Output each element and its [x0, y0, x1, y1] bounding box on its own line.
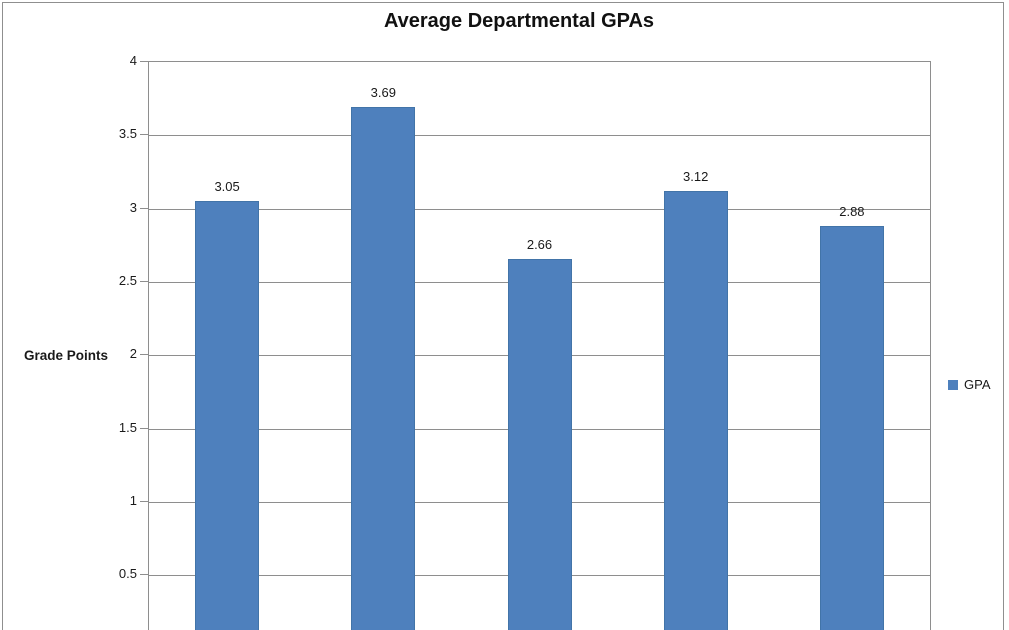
y-tick-mark [140, 354, 148, 356]
y-tick-mark [140, 134, 148, 136]
y-tick-mark [140, 501, 148, 502]
y-tick-label: 0.5 [118, 566, 137, 582]
legend-label: GPA [964, 377, 991, 392]
y-tick-label: 2.5 [118, 273, 137, 288]
bar-value-label: 3.12 [683, 169, 709, 185]
y-tick-label: 3.5 [118, 126, 137, 142]
bar-gpa-4 [819, 226, 884, 630]
y-tick-mark [140, 427, 148, 429]
y-tick-mark [140, 207, 148, 209]
y-tick-label: 4 [129, 53, 137, 68]
y-tick-mark [140, 281, 148, 282]
bar-value-label: 2.66 [526, 236, 553, 252]
bar-gpa-2 [507, 258, 572, 630]
bar-value-label: 3.69 [370, 85, 396, 101]
y-tick-mark [140, 574, 148, 576]
legend-swatch-icon [948, 379, 958, 390]
bar-value-label: 3.05 [214, 179, 240, 195]
y-tick-mark [140, 61, 148, 62]
y-tick-label: 1.5 [118, 419, 137, 435]
bar-gpa-3 [663, 191, 728, 630]
y-axis-title: Grade Points [24, 348, 109, 363]
bar-value-label: 2.88 [839, 204, 865, 220]
bar-gpa-1 [351, 107, 416, 630]
gridline [149, 208, 930, 210]
plot-area: 3.05 3.69 2.66 3.12 2.88 [148, 61, 931, 630]
y-tick-label: 3 [129, 199, 137, 215]
legend: GPA [948, 377, 991, 392]
chart-title: Average Departmental GPAs [383, 10, 655, 32]
y-tick-label: 1 [129, 493, 137, 508]
gridline [149, 135, 930, 137]
y-tick-label: 2 [129, 346, 137, 362]
bar-gpa-0 [195, 201, 260, 630]
